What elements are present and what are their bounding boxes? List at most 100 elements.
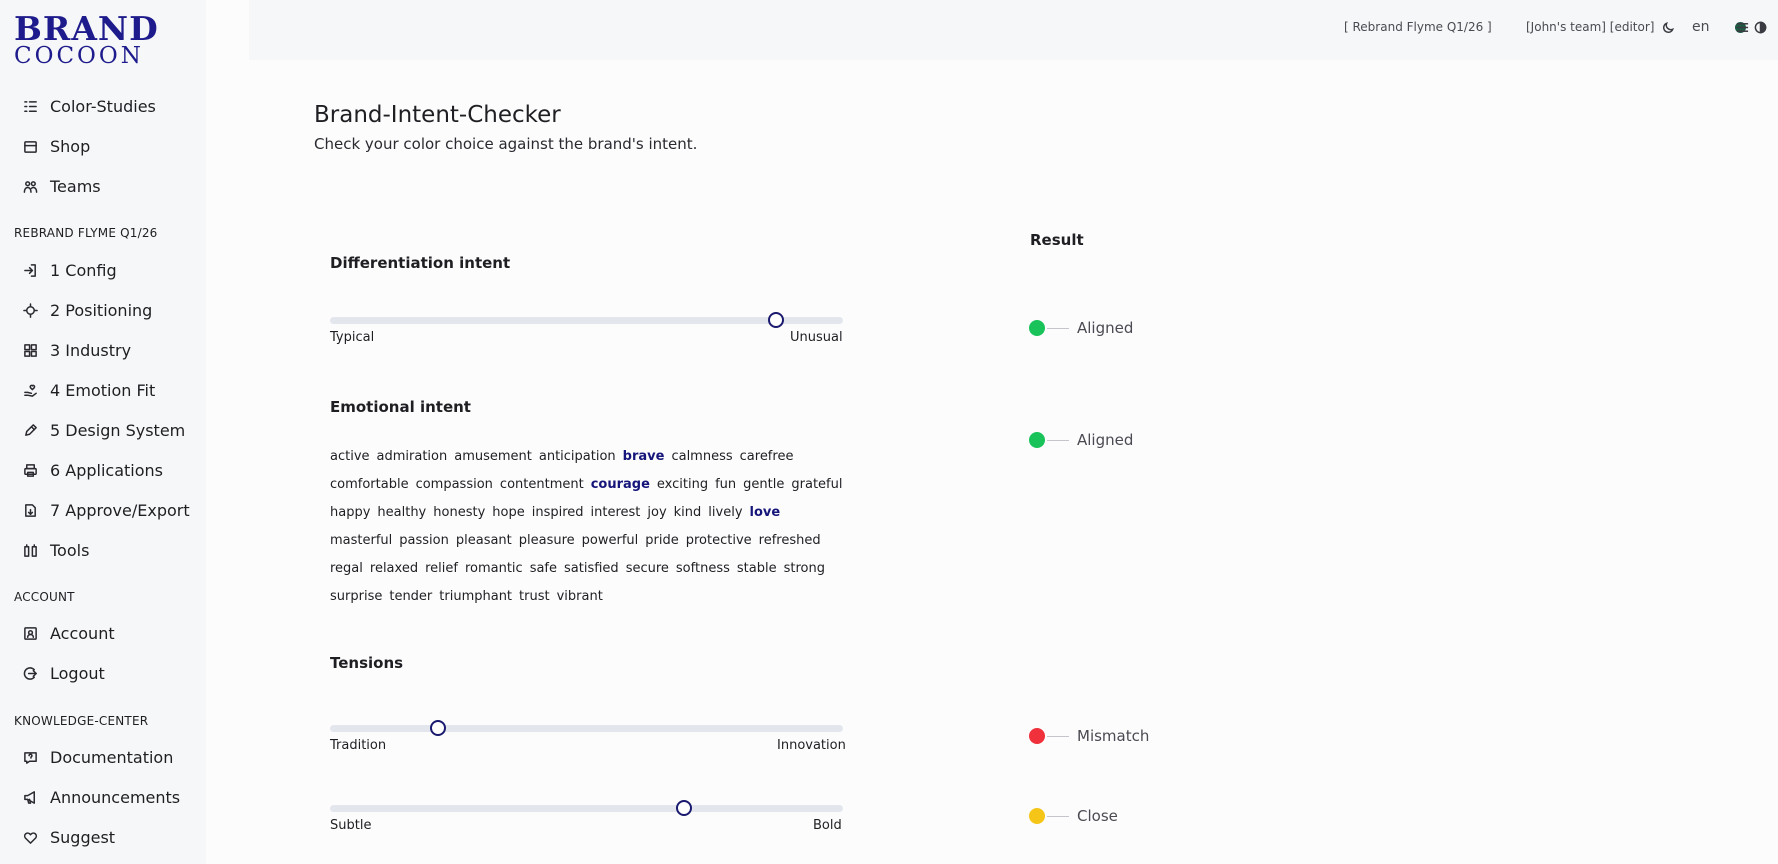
emotion-word[interactable]: trust (519, 589, 550, 604)
emotion-word[interactable]: masterful (330, 533, 393, 548)
emotion-word[interactable]: love (749, 505, 781, 520)
emotion-word[interactable]: hope (492, 505, 525, 520)
sidebar-item-industry[interactable]: 3 Industry (0, 333, 206, 367)
sidebar-item-label: Account (50, 623, 115, 643)
emotion-word[interactable]: secure (625, 561, 669, 576)
sidebar-item-design-system[interactable]: 5 Design System (0, 413, 206, 447)
emotion-word[interactable]: softness (675, 561, 730, 576)
emotional-heading: Emotional intent (330, 398, 471, 416)
emotion-word[interactable]: calmness (671, 449, 733, 464)
sidebar-item-tools[interactable]: Tools (0, 533, 206, 567)
sidebar-item-label: 1 Config (50, 260, 117, 280)
slider-thumb[interactable] (429, 720, 446, 736)
emotion-word[interactable]: honesty (433, 505, 486, 520)
emotion-word[interactable]: fun (715, 477, 737, 492)
emotion-word[interactable]: carefree (739, 449, 794, 464)
emotion-word[interactable]: grateful (791, 477, 843, 492)
emotion-word[interactable]: stable (736, 561, 777, 576)
team-role-indicator[interactable]: [John's team] [editor] (1526, 20, 1655, 34)
result-label: Aligned (1077, 319, 1134, 337)
emotion-word[interactable]: admiration (376, 449, 448, 464)
emotion-word[interactable]: romantic (464, 561, 523, 576)
emotion-word[interactable]: inspired (531, 505, 584, 520)
file-export-icon (22, 502, 38, 518)
contrast-icon[interactable] (1753, 20, 1767, 34)
shop-icon (22, 138, 38, 154)
emotion-word[interactable]: pleasure (518, 533, 575, 548)
sidebar-item-emotion-fit[interactable]: 4 Emotion Fit (0, 373, 206, 407)
emotion-word[interactable]: happy (330, 505, 371, 520)
sidebar-item-announcements[interactable]: Announcements (0, 780, 206, 814)
section-heading-account: ACCOUNT (14, 590, 75, 604)
sidebar-item-config[interactable]: 1 Config (0, 253, 206, 287)
emotion-word[interactable]: satisfied (564, 561, 619, 576)
tradition-innovation-slider[interactable] (330, 718, 843, 738)
brand-logo-line2: COCOON (14, 43, 144, 69)
emotion-word[interactable]: healthy (377, 505, 427, 520)
emotion-word[interactable]: pleasant (455, 533, 512, 548)
slider-left-label: Typical (330, 330, 375, 345)
emotion-word[interactable]: strong (783, 561, 825, 576)
slider-thumb[interactable] (768, 312, 785, 328)
emotion-word[interactable]: exciting (656, 477, 709, 492)
differentiation-slider[interactable] (330, 310, 843, 330)
emotion-word[interactable]: joy (647, 505, 667, 520)
subtle-bold-slider[interactable] (330, 798, 843, 818)
emotion-word[interactable]: brave (622, 449, 665, 464)
language-selector[interactable]: en (1692, 19, 1710, 35)
emotion-word[interactable]: comfortable (330, 477, 409, 492)
emotion-word[interactable]: tender (389, 589, 433, 604)
sidebar-item-shop[interactable]: Shop (0, 129, 206, 163)
users-icon (22, 178, 38, 194)
emotion-word[interactable]: lively (708, 505, 743, 520)
emotion-word[interactable]: interest (590, 505, 641, 520)
page-title: Brand-Intent-Checker (314, 102, 561, 128)
menu-icon[interactable] (1735, 20, 1749, 34)
emotion-word[interactable]: anticipation (538, 449, 616, 464)
pencil-icon (22, 422, 38, 438)
dark-mode-icon[interactable] (1661, 20, 1675, 34)
emotion-word[interactable]: pride (645, 533, 679, 548)
emotion-word[interactable]: protective (685, 533, 752, 548)
sidebar-item-documentation[interactable]: Documentation (0, 740, 206, 774)
emotion-word[interactable]: relief (425, 561, 458, 576)
sidebar-item-suggest[interactable]: Suggest (0, 820, 206, 854)
emotion-word[interactable]: amusement (454, 449, 532, 464)
sidebar-item-applications[interactable]: 6 Applications (0, 453, 206, 487)
emotion-word[interactable]: surprise (330, 589, 383, 604)
emotion-word[interactable]: gentle (743, 477, 785, 492)
emotion-word[interactable]: active (330, 449, 370, 464)
sidebar-item-color-studies[interactable]: Color-Studies (0, 89, 206, 123)
sidebar-item-positioning[interactable]: 2 Positioning (0, 293, 206, 327)
emotion-word[interactable]: vibrant (556, 589, 603, 604)
emotion-word[interactable]: courage (590, 477, 650, 492)
emotion-word[interactable]: regal (330, 561, 363, 576)
brand-logo[interactable]: BRAND COCOON (14, 12, 159, 69)
sidebar-item-account[interactable]: Account (0, 616, 206, 650)
emotion-word[interactable]: refreshed (758, 533, 821, 548)
emotion-word[interactable]: triumphant (439, 589, 513, 604)
sidebar-item-logout[interactable]: Logout (0, 656, 206, 690)
sidebar-item-approve-export[interactable]: 7 Approve/Export (0, 493, 206, 527)
emotion-word[interactable]: safe (529, 561, 558, 576)
user-card-icon (22, 625, 38, 641)
result-label: Mismatch (1077, 727, 1150, 745)
slider-thumb[interactable] (675, 800, 692, 816)
sidebar-item-label: Logout (50, 663, 105, 683)
connector-line (1047, 735, 1069, 737)
sidebar-item-label: Documentation (50, 747, 174, 767)
emotion-word[interactable]: contentment (499, 477, 584, 492)
slider-track (330, 725, 843, 732)
sidebar-item-label: 5 Design System (50, 420, 186, 440)
emotion-word[interactable]: compassion (415, 477, 493, 492)
emotion-word[interactable]: passion (399, 533, 449, 548)
result-label: Close (1077, 807, 1118, 825)
sidebar-item-teams[interactable]: Teams (0, 169, 206, 203)
sidebar-item-label: 3 Industry (50, 340, 132, 360)
emotion-word[interactable]: kind (673, 505, 702, 520)
sidebar-item-label: Teams (50, 176, 101, 196)
project-indicator[interactable]: [ Rebrand Flyme Q1/26 ] (1344, 20, 1492, 34)
slider-right-label: Bold (813, 818, 842, 833)
emotion-word[interactable]: powerful (581, 533, 639, 548)
emotion-word[interactable]: relaxed (369, 561, 419, 576)
